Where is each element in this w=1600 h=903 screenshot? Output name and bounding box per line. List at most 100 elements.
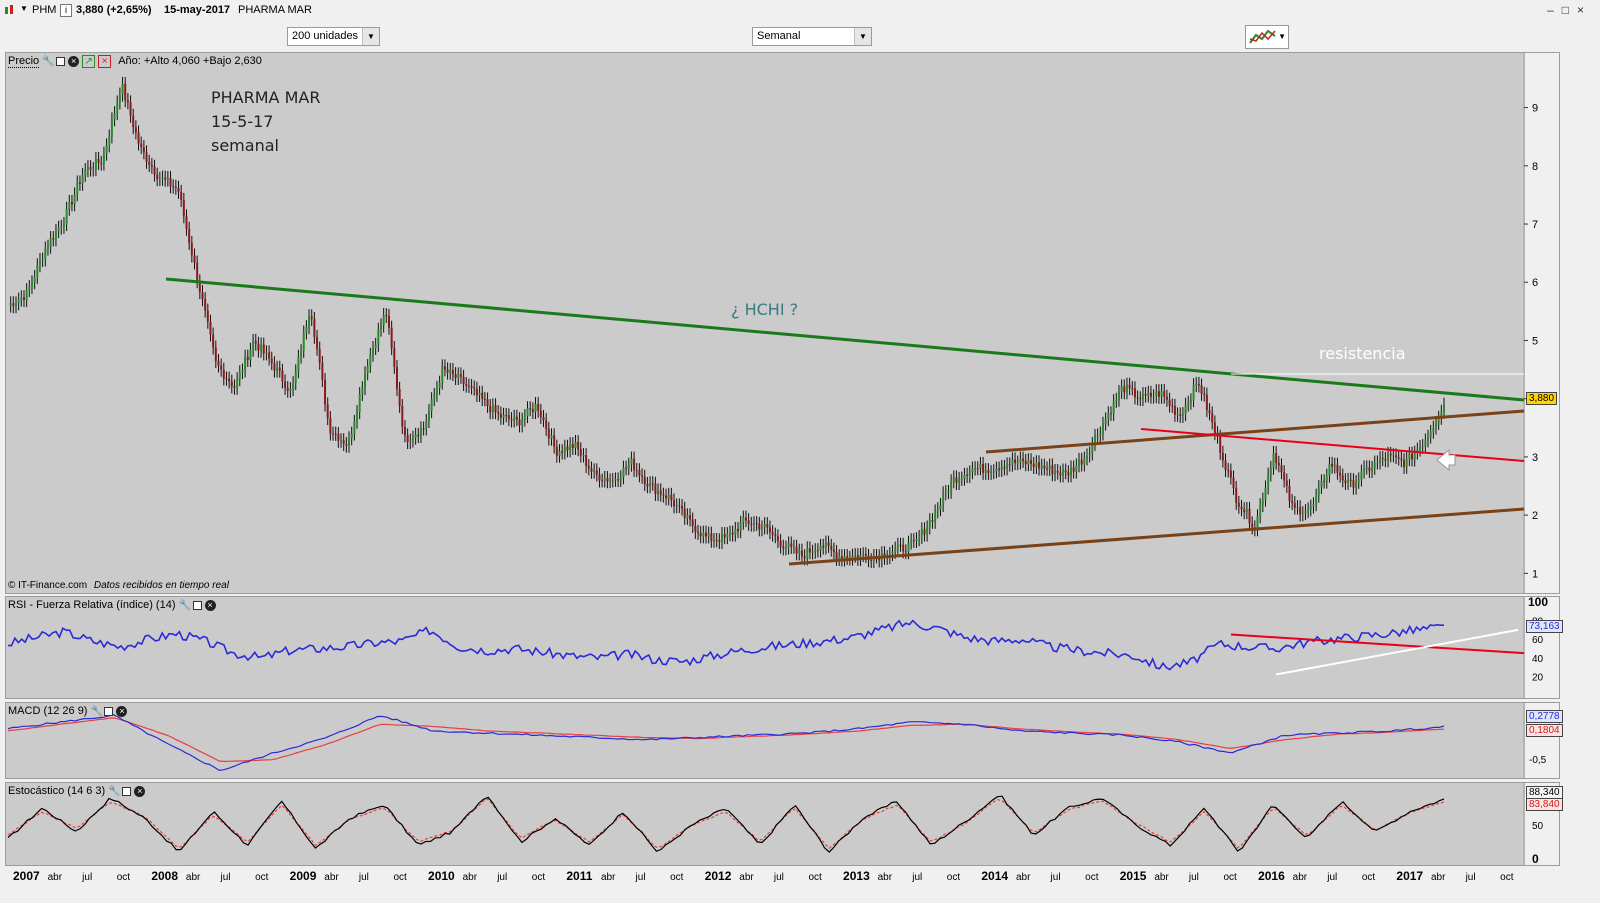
annotation-title: PHARMA MAR xyxy=(211,88,321,107)
macd-chart[interactable] xyxy=(6,703,1559,778)
price-bar-body xyxy=(1131,388,1134,390)
price-bar-body xyxy=(118,94,121,103)
price-bar-body xyxy=(1371,467,1374,472)
export-icon[interactable]: ↗ xyxy=(82,54,96,68)
price-bar-body xyxy=(1160,391,1163,397)
close-icon[interactable]: × xyxy=(134,785,146,797)
price-bar-body xyxy=(507,415,510,420)
remove-icon[interactable]: × xyxy=(98,54,112,68)
time-axis-month-label: abr xyxy=(186,872,201,883)
window-controls[interactable]: –□× xyxy=(1547,3,1592,17)
price-bar-body xyxy=(324,379,327,405)
price-bar-body xyxy=(795,546,798,554)
price-bar-body xyxy=(803,556,806,559)
price-bar-body xyxy=(427,411,430,422)
price-bar-body xyxy=(558,451,561,456)
price-bar-body xyxy=(1256,516,1259,530)
time-axis-year-label: 2017 xyxy=(1396,869,1423,883)
close-icon[interactable]: × xyxy=(204,599,216,611)
price-bar-body xyxy=(752,523,755,525)
price-bar-body xyxy=(1144,394,1147,396)
price-bar-body xyxy=(467,385,470,387)
window-icon[interactable] xyxy=(104,706,114,716)
window-icon[interactable] xyxy=(56,56,66,66)
info-icon[interactable]: i xyxy=(60,4,72,17)
wrench-icon[interactable]: 🔧 xyxy=(108,785,121,797)
price-bar-body xyxy=(433,394,436,400)
rsi-chart[interactable]: 20406080100 xyxy=(6,597,1559,698)
price-bar-body xyxy=(1083,458,1086,465)
price-bar-body xyxy=(89,167,92,170)
price-bar-body xyxy=(180,191,183,200)
price-bar-body xyxy=(539,410,542,417)
close-icon[interactable]: × xyxy=(116,705,128,717)
price-bar-body xyxy=(686,515,689,518)
price-bar-body xyxy=(776,536,779,542)
price-bar-body xyxy=(1104,419,1107,424)
price-bar-body xyxy=(342,440,345,445)
price-bar-body xyxy=(25,290,28,301)
stochastic-chart[interactable]: 0 50 xyxy=(6,783,1559,865)
price-bar-body xyxy=(188,228,191,243)
price-bar-body xyxy=(278,367,281,371)
price-bar-body xyxy=(955,477,958,484)
price-bar-body xyxy=(641,475,644,477)
chart-style-icon xyxy=(1249,29,1276,44)
price-bar-body xyxy=(137,132,140,144)
price-bar-body xyxy=(1136,397,1139,399)
time-axis-month-label: jul xyxy=(635,872,646,883)
window-icon[interactable] xyxy=(122,786,132,796)
price-bar-body xyxy=(100,162,103,164)
price-bar-body xyxy=(755,523,758,525)
price-bar-body xyxy=(244,356,247,371)
price-bar-body xyxy=(1419,446,1422,450)
price-bar-body xyxy=(1133,388,1136,398)
price-bar-body xyxy=(270,358,273,364)
price-bar-body xyxy=(923,529,926,535)
price-chart[interactable]: 123456789 xyxy=(6,53,1559,593)
price-bar-body xyxy=(406,435,409,443)
price-bar-body xyxy=(665,495,668,499)
price-bar-body xyxy=(313,318,316,337)
chevron-down-icon[interactable]: ▼ xyxy=(1278,32,1286,41)
price-bar-body xyxy=(201,292,204,300)
price-bar-body xyxy=(950,481,953,492)
chevron-down-icon[interactable]: ▼ xyxy=(20,4,28,13)
price-bar-body xyxy=(1283,472,1286,481)
price-bar-body xyxy=(113,113,116,120)
wrench-icon[interactable]: 🔧 xyxy=(42,55,55,67)
price-bar-body xyxy=(734,528,737,535)
units-select[interactable]: 200 unidades ▼ xyxy=(287,27,380,46)
wrench-icon[interactable]: 🔧 xyxy=(90,705,103,717)
price-bar-body xyxy=(1211,413,1214,423)
price-bar-body xyxy=(526,408,529,417)
price-bar-body xyxy=(300,351,303,357)
chart-type-icon[interactable] xyxy=(4,4,16,16)
price-bar-body xyxy=(22,297,25,301)
price-bar-body xyxy=(603,477,606,481)
price-bar-body xyxy=(635,470,638,472)
price-bar-body xyxy=(537,404,540,411)
price-bar-body xyxy=(1296,507,1299,509)
period-select[interactable]: Semanal ▼ xyxy=(752,27,872,46)
chevron-down-icon[interactable]: ▼ xyxy=(362,28,379,45)
price-bar-body xyxy=(971,468,974,473)
close-icon[interactable]: × xyxy=(68,55,80,67)
price-bar-body xyxy=(1075,465,1078,472)
price-bar-body xyxy=(334,433,337,435)
price-bar-body xyxy=(1051,465,1054,475)
price-bar-body xyxy=(284,381,287,389)
window-icon[interactable] xyxy=(192,600,202,610)
chevron-down-icon[interactable]: ▼ xyxy=(854,28,871,45)
price-bar-body xyxy=(1248,508,1251,524)
price-bar-body xyxy=(411,437,414,441)
price-bar-body xyxy=(1275,452,1278,463)
price-bar-body xyxy=(1243,509,1246,513)
price-bar-body xyxy=(1192,385,1195,401)
wrench-icon[interactable]: 🔧 xyxy=(178,599,191,611)
price-bar-body xyxy=(779,541,782,547)
price-bar-body xyxy=(276,367,279,371)
chart-style-button[interactable]: ▼ xyxy=(1245,25,1289,49)
time-axis-month-label: abr xyxy=(739,872,754,883)
price-bar-body xyxy=(1213,422,1216,434)
